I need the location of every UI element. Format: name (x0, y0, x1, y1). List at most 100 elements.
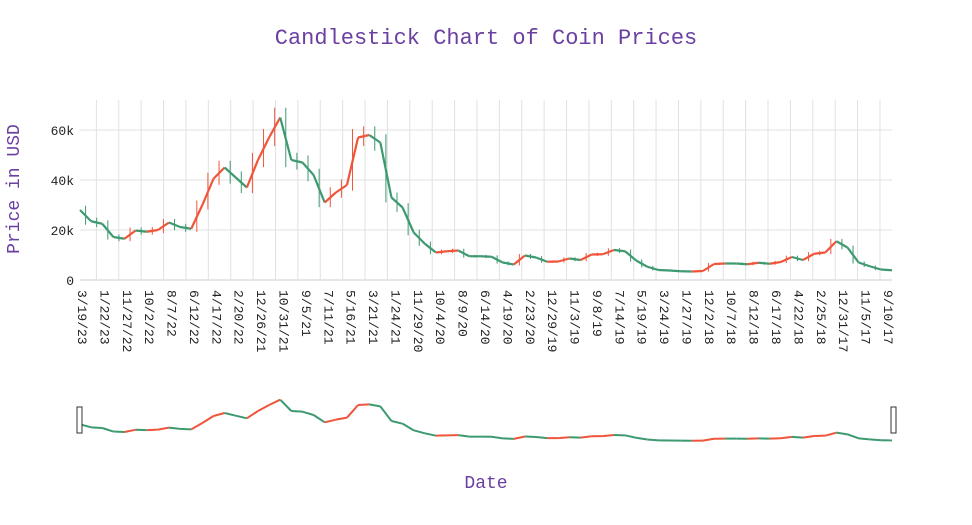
candle-body (580, 253, 593, 261)
x-tick-label: 9/8/19 (589, 290, 604, 337)
slider-candle (91, 426, 103, 429)
candle-body (502, 261, 515, 266)
range-slider-right-handle[interactable] (890, 406, 897, 434)
candle-body (390, 196, 404, 209)
x-tick-label: 6/17/18 (768, 290, 783, 345)
slider-candle (157, 426, 170, 431)
slider-candle (702, 437, 715, 442)
x-tick-label: 12/29/19 (544, 290, 559, 352)
candle-body (291, 158, 303, 164)
x-tick-label: 12/26/21 (253, 290, 268, 353)
candle-body (880, 268, 893, 272)
candle-body (747, 261, 759, 266)
candle-body (669, 269, 681, 273)
x-tick-label: 4/19/20 (499, 290, 514, 345)
candle-body (535, 256, 548, 263)
x-tick-label: 11/5/17 (858, 290, 873, 345)
x-tick-label: 11/29/20 (410, 290, 425, 352)
x-tick-label: 12/2/18 (701, 290, 716, 345)
slider-candle (257, 404, 270, 412)
slider-candle (124, 428, 136, 433)
slider-candle (213, 412, 225, 417)
y-tick-labels: 0 20k 40k 60k (51, 124, 75, 289)
candle-body (135, 229, 147, 233)
x-tick-label: 9/10/17 (880, 290, 895, 345)
candle-body (345, 137, 360, 186)
slider-candle (268, 398, 281, 406)
candle-body (802, 252, 815, 261)
slider-candle (358, 403, 370, 406)
candle-body (412, 231, 426, 245)
x-tick-label: 8/7/22 (164, 290, 179, 337)
candle-body (558, 257, 570, 263)
candle-body (513, 254, 526, 266)
x-gridlines (95, 100, 881, 280)
chart-title: Candlestick Chart of Coin Prices (275, 26, 697, 51)
x-tick-label: 4/22/18 (790, 290, 805, 345)
x-tick-label: 6/12/22 (186, 290, 201, 345)
slider-candle (458, 434, 470, 438)
slider-candle (379, 405, 393, 422)
slider-candle (391, 420, 403, 425)
slider-candle (201, 415, 215, 424)
candle-body (702, 263, 715, 272)
slider-candle (302, 410, 314, 416)
slider-candle (624, 434, 637, 439)
candle-body (190, 204, 204, 230)
candle-body (234, 176, 248, 189)
candle-body (613, 248, 626, 253)
range-slider[interactable] (76, 398, 897, 442)
slider-candle (346, 404, 359, 419)
candle-body (491, 255, 504, 264)
candle-body (113, 235, 125, 240)
candle-body (713, 262, 726, 266)
slider-candle (791, 435, 804, 439)
x-tick-label: 11/27/22 (119, 290, 134, 352)
slider-candle (291, 410, 303, 413)
candle-body (424, 242, 437, 254)
candle-body (635, 259, 648, 268)
x-tick-label: 12/31/17 (835, 290, 850, 352)
x-tick-label: 3/24/19 (656, 290, 671, 345)
slider-candle (869, 438, 881, 442)
candle-body (312, 174, 326, 203)
slider-candle (824, 431, 837, 437)
range-slider-left-handle[interactable] (76, 406, 83, 434)
candle-body (846, 246, 860, 264)
candle-body (323, 191, 337, 204)
candle-body (335, 184, 348, 194)
candle-body (569, 257, 581, 262)
candle-body (758, 261, 770, 265)
slider-candle (647, 438, 659, 442)
x-tick-label: 2/20/22 (231, 290, 246, 345)
slider-candle (369, 403, 381, 408)
candle-body (268, 116, 282, 139)
slider-candle (636, 436, 648, 441)
slider-candle (524, 435, 537, 438)
slider-candle (101, 427, 114, 433)
x-tick-label: 10/2/22 (141, 290, 156, 345)
candle-body (658, 268, 670, 272)
slider-candle (190, 422, 203, 431)
y-tick-label: 40k (51, 174, 75, 189)
slider-candle (168, 426, 181, 430)
x-tick-label: 2/23/20 (522, 290, 537, 345)
candle-body (123, 229, 137, 240)
candle-body (179, 225, 192, 230)
candle-body (858, 261, 871, 268)
slider-candle (402, 422, 415, 432)
x-axis-title: Date (464, 474, 507, 494)
y-axis-title: Price in USD (5, 124, 25, 254)
slider-candle (491, 435, 503, 440)
candle-body (301, 161, 315, 176)
candle-body (245, 159, 259, 188)
candle-body (368, 134, 381, 144)
candle-body (435, 250, 448, 254)
y-tick-label: 60k (51, 124, 75, 139)
candle-body (212, 166, 226, 180)
x-tick-label: 8/9/20 (455, 290, 470, 337)
candle-body (79, 209, 92, 223)
slider-candle (513, 435, 526, 440)
slider-candle (224, 412, 236, 417)
